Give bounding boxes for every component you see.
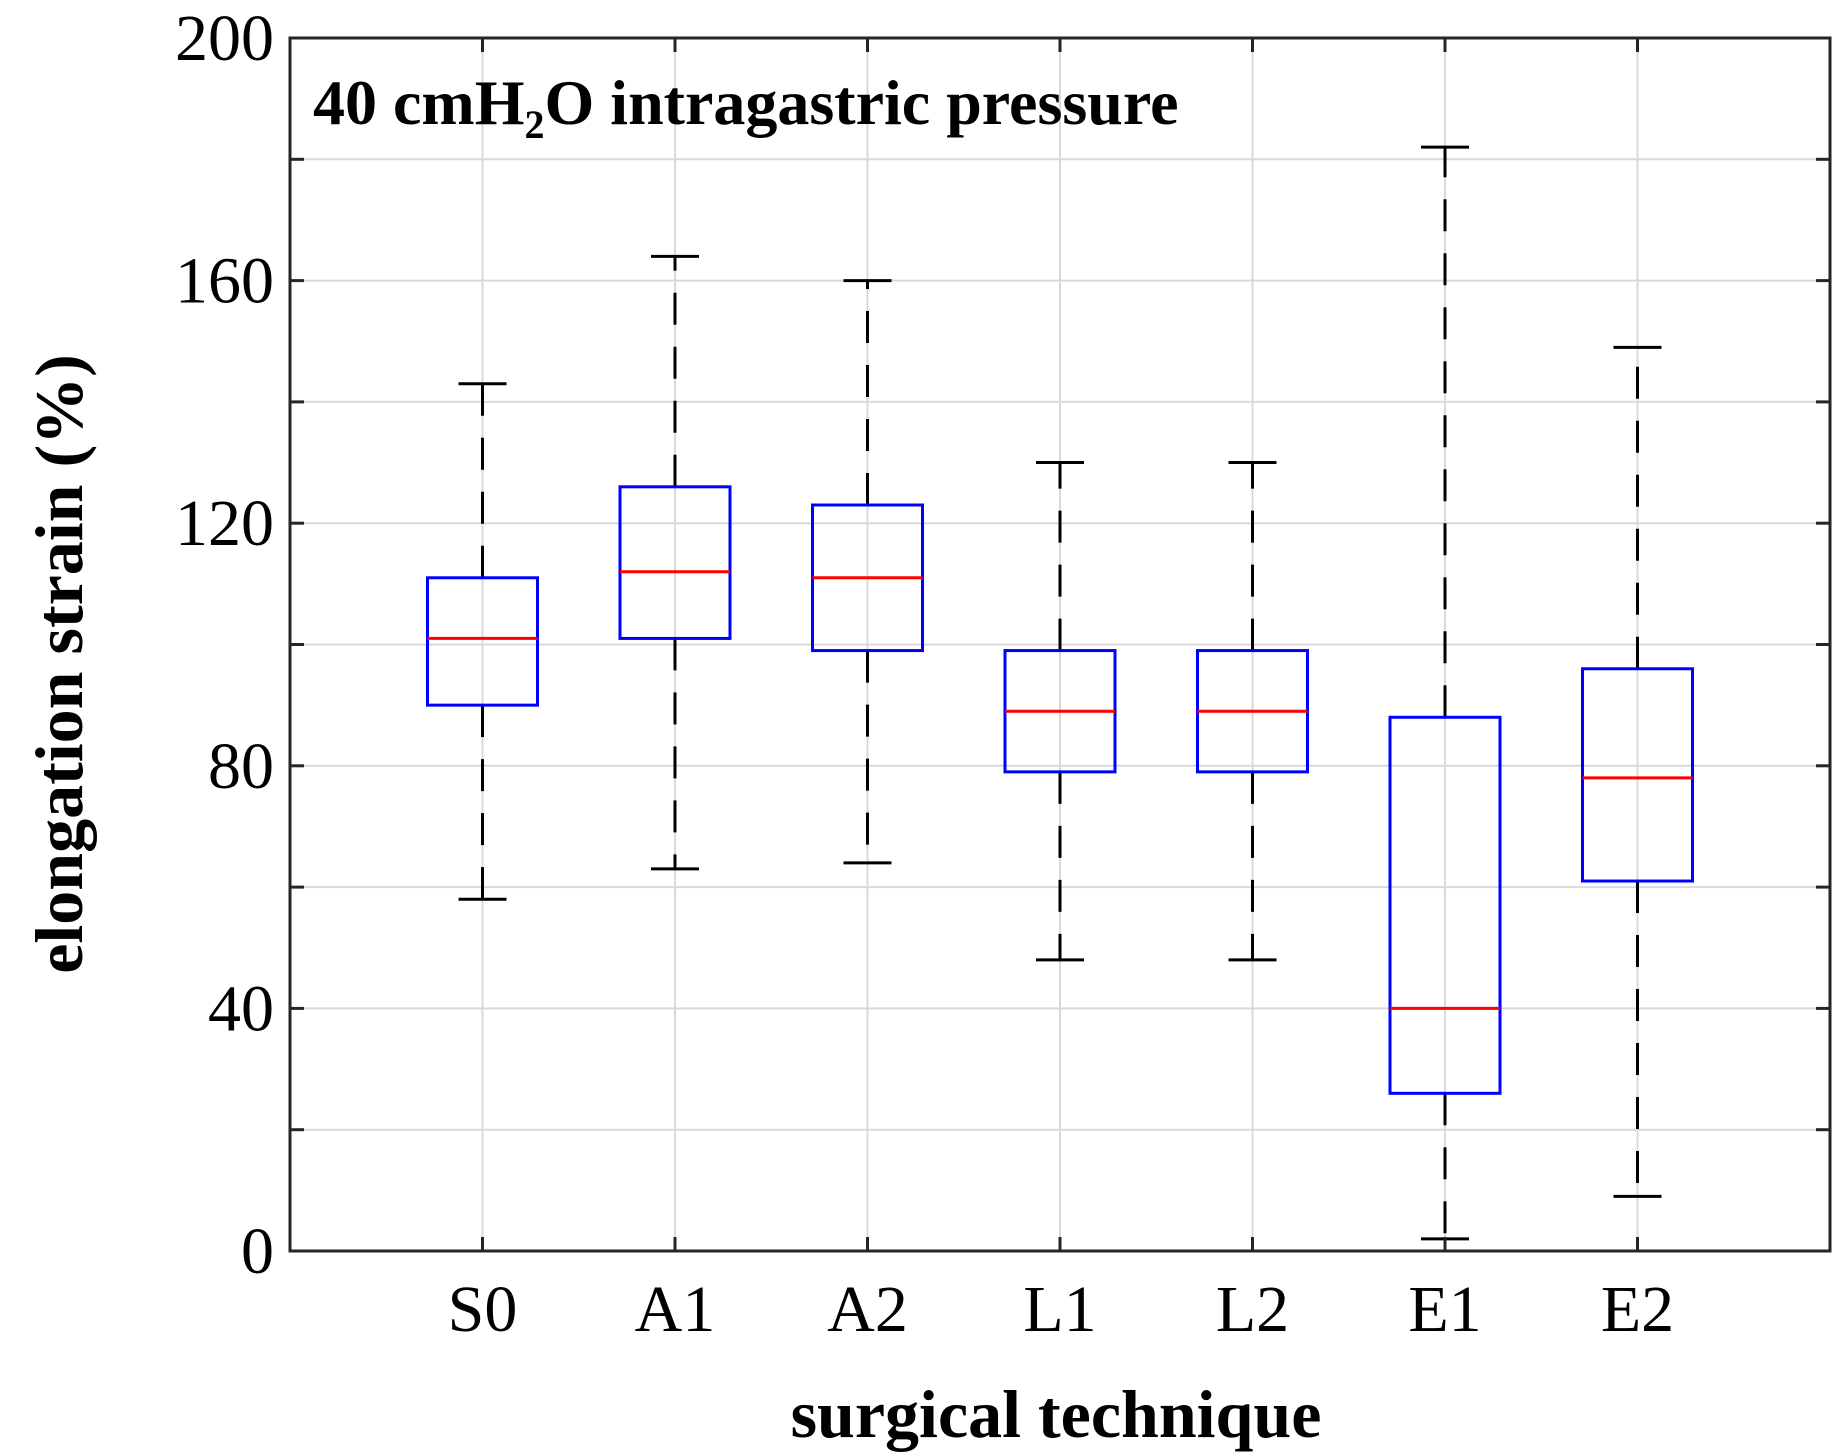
x-tick-label-L1: L1 [1023,1273,1096,1346]
x-tick-label-E2: E2 [1601,1273,1674,1346]
box-E1 [1388,145,1502,1241]
tick-labels: 0 40 80 120 160 200 S0 A1 A2 L1 L2 E1 E2 [175,2,1674,1346]
x-axis-title: surgical technique [791,1376,1322,1452]
x-tick-label-S0: S0 [448,1273,518,1346]
y-tick-label-80: 80 [208,730,274,803]
box-A1 [618,254,732,871]
x-tick-label-L2: L2 [1216,1273,1289,1346]
axis-ticks [290,36,1830,1253]
box-series [426,145,1694,1241]
chart-title-prefix: 40 cmH [313,67,525,138]
y-axis-title: elongation strain (%) [21,354,97,974]
iqr-box-S0 [426,576,539,707]
iqr-box-A1 [618,485,732,640]
y-tick-label-120: 120 [175,487,274,560]
y-tick-label-160: 160 [175,245,274,318]
box-L2 [1196,461,1309,962]
box-A2 [811,279,924,865]
chart-title-suffix: O intragastric pressure [545,67,1179,138]
chart-title: 40 cmH2O intragastric pressure [313,67,1179,147]
box-E2 [1581,345,1694,1198]
y-tick-label-200: 200 [175,2,274,75]
iqr-box-E1 [1388,715,1502,1095]
x-tick-label-A1: A1 [635,1273,716,1346]
x-tick-label-E1: E1 [1408,1273,1481,1346]
y-tick-label-40: 40 [208,972,274,1045]
box-S0 [426,382,539,901]
iqr-box-E2 [1581,667,1694,883]
chart-title-subscript: 2 [525,102,545,147]
x-tick-label-A2: A2 [827,1273,908,1346]
y-tick-label-0: 0 [241,1215,274,1288]
box-L1 [1003,461,1117,962]
